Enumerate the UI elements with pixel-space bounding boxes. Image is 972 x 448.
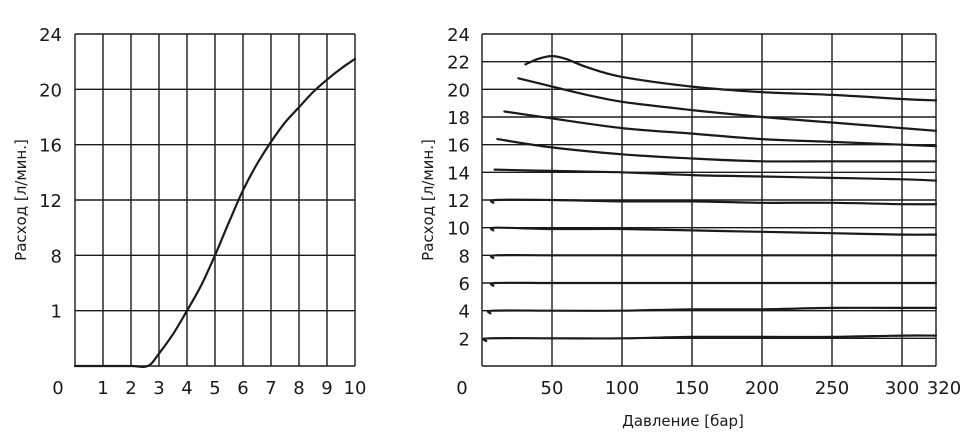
flow-curve-curve-1 bbox=[524, 55, 938, 102]
flow-curve-curve-11 bbox=[482, 334, 938, 343]
x-tick-label: 300 bbox=[885, 378, 919, 399]
x-tick-label: 4 bbox=[181, 378, 192, 399]
y-tick-label: 8 bbox=[51, 246, 62, 267]
flow-curve-curve-3 bbox=[503, 110, 938, 148]
flow-curve bbox=[73, 57, 357, 369]
flow-curve-curve-6 bbox=[489, 198, 938, 206]
x-tick-label: 0 bbox=[456, 378, 467, 399]
y-tick-label: 10 bbox=[447, 219, 470, 240]
y-tick-label: 24 bbox=[447, 25, 470, 46]
left-chart-y-axis-label: Расход [л/мин.] bbox=[12, 139, 30, 261]
y-tick-label: 20 bbox=[447, 80, 470, 101]
flow-curve-curve-8 bbox=[489, 254, 938, 260]
y-tick-label: 12 bbox=[447, 191, 470, 212]
y-tick-label: 4 bbox=[459, 302, 470, 323]
y-tick-label: 12 bbox=[39, 191, 62, 212]
y-tick-label: 24 bbox=[39, 25, 62, 46]
flow-curve-curve-7 bbox=[489, 226, 938, 236]
y-tick-label: 2 bbox=[459, 329, 470, 350]
x-tick-label: 50 bbox=[541, 378, 564, 399]
x-tick-label: 200 bbox=[745, 378, 779, 399]
left-chart-grid bbox=[74, 33, 356, 367]
right-chart-curves bbox=[482, 55, 938, 343]
x-tick-label: 7 bbox=[265, 378, 276, 399]
x-tick-label: 9 bbox=[321, 378, 332, 399]
x-tick-label: 1 bbox=[97, 378, 108, 399]
y-tick-label: 8 bbox=[459, 246, 470, 267]
x-tick-label: 3 bbox=[153, 378, 164, 399]
x-tick-label: 320 bbox=[927, 378, 961, 399]
x-tick-label: 5 bbox=[209, 378, 220, 399]
flow-curve-curve-2 bbox=[517, 77, 938, 132]
y-tick-label: 16 bbox=[447, 136, 470, 157]
flow-curve-curve-5 bbox=[493, 168, 938, 182]
right-chart-x-ticks: 0 50 100 150 200 250 300 320 bbox=[456, 378, 961, 399]
left-chart-y-ticks: 24 20 16 12 8 1 bbox=[39, 25, 62, 323]
right-chart-y-axis-label: Расход [л/мин.] bbox=[419, 139, 437, 261]
x-tick-label: 10 bbox=[344, 378, 367, 399]
left-chart-x-ticks: 0 1 2 3 4 5 6 7 8 9 10 bbox=[52, 378, 366, 399]
y-tick-label: 20 bbox=[39, 80, 62, 101]
x-tick-label: 6 bbox=[237, 378, 248, 399]
y-tick-label: 6 bbox=[459, 274, 470, 295]
y-tick-label: 14 bbox=[447, 163, 470, 184]
x-tick-label: 0 bbox=[52, 378, 63, 399]
y-tick-label: 16 bbox=[39, 136, 62, 157]
flow-curve-curve-9 bbox=[489, 281, 938, 287]
flow-curve-curve-4 bbox=[496, 138, 938, 163]
x-tick-label: 8 bbox=[293, 378, 304, 399]
y-tick-label: 1 bbox=[51, 302, 62, 323]
flow-curve-curve-10 bbox=[486, 306, 938, 315]
x-tick-label: 250 bbox=[815, 378, 849, 399]
right-chart-x-axis-label: Давление [бар] bbox=[622, 412, 744, 430]
x-tick-label: 100 bbox=[605, 378, 639, 399]
y-tick-label: 18 bbox=[447, 108, 470, 129]
y-tick-label: 22 bbox=[447, 53, 470, 74]
x-tick-label: 150 bbox=[675, 378, 709, 399]
left-chart-curves bbox=[73, 57, 357, 369]
x-tick-label: 2 bbox=[125, 378, 136, 399]
